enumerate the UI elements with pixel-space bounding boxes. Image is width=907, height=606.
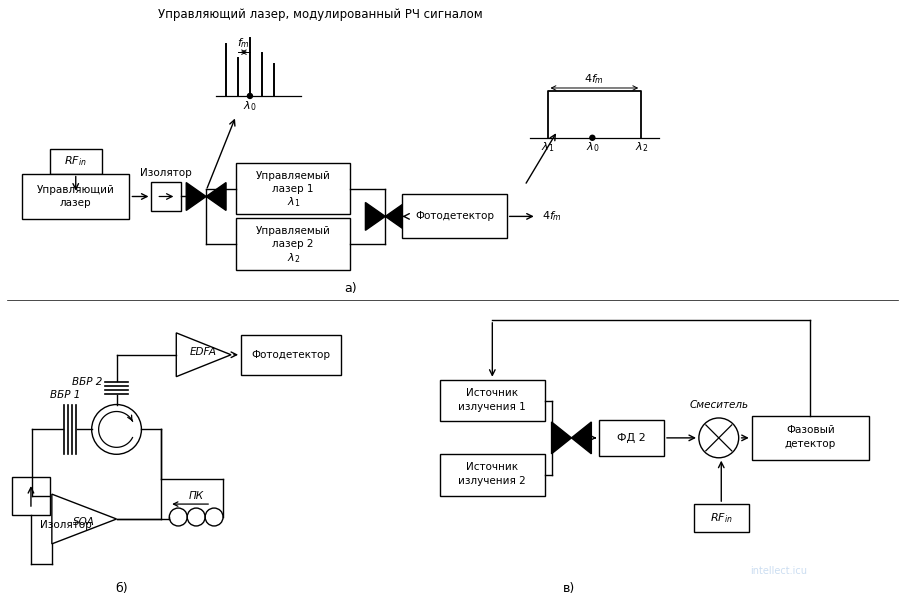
Text: $RF_{in}$: $RF_{in}$ — [64, 155, 87, 168]
Text: лазер 2: лазер 2 — [272, 239, 314, 249]
Text: лазер: лазер — [60, 198, 92, 208]
Text: в): в) — [563, 582, 576, 595]
Bar — [440, 379, 544, 421]
Bar — [22, 173, 130, 219]
Bar — [50, 148, 102, 173]
Text: а): а) — [344, 282, 356, 295]
Text: Управляемый: Управляемый — [256, 170, 331, 181]
Text: SOA: SOA — [73, 517, 95, 527]
Bar — [694, 504, 748, 532]
Text: детектор: детектор — [785, 439, 836, 449]
Text: $\lambda_2$: $\lambda_2$ — [635, 140, 648, 153]
Bar — [440, 454, 544, 496]
Circle shape — [248, 93, 252, 98]
Polygon shape — [176, 333, 231, 377]
Text: Изолятор: Изолятор — [40, 520, 92, 530]
Text: Фотодетектор: Фотодетектор — [251, 350, 330, 360]
Text: $\lambda_2$: $\lambda_2$ — [287, 251, 300, 265]
Text: $f_m$: $f_m$ — [238, 36, 250, 50]
Text: Управляющий: Управляющий — [37, 184, 114, 195]
Bar — [236, 218, 350, 270]
Polygon shape — [186, 182, 206, 210]
Text: $\lambda_0$: $\lambda_0$ — [243, 99, 257, 113]
Bar — [402, 195, 507, 238]
Text: Управляемый: Управляемый — [256, 226, 331, 236]
Bar — [236, 162, 350, 215]
Text: Смеситель: Смеситель — [689, 400, 748, 410]
Text: $\lambda_0$: $\lambda_0$ — [586, 140, 600, 153]
Bar — [241, 335, 340, 375]
Text: Фотодетектор: Фотодетектор — [415, 211, 494, 221]
Text: $4f_m$: $4f_m$ — [584, 72, 604, 86]
Text: $RF_{in}$: $RF_{in}$ — [710, 511, 733, 525]
Bar — [151, 182, 181, 211]
Text: intellect.icu: intellect.icu — [750, 566, 807, 576]
Polygon shape — [571, 422, 591, 454]
Text: EDFA: EDFA — [190, 347, 217, 357]
Text: ВБР 1: ВБР 1 — [50, 390, 80, 399]
Polygon shape — [551, 422, 571, 454]
Text: Изолятор: Изолятор — [141, 168, 192, 178]
Text: излучения 2: излучения 2 — [458, 476, 526, 486]
Polygon shape — [385, 202, 405, 230]
Circle shape — [590, 135, 595, 140]
Text: Управляющий лазер, модулированный РЧ сигналом: Управляющий лазер, модулированный РЧ сиг… — [158, 8, 483, 21]
Text: $4f_m$: $4f_m$ — [541, 210, 561, 223]
Text: излучения 1: излучения 1 — [458, 402, 526, 411]
Bar — [12, 477, 50, 515]
Bar — [752, 416, 869, 460]
Polygon shape — [206, 182, 226, 210]
Text: Источник: Источник — [466, 462, 519, 472]
Text: ФД 2: ФД 2 — [618, 433, 646, 443]
Polygon shape — [366, 202, 385, 230]
Text: Источник: Источник — [466, 388, 519, 398]
Text: $\lambda_1$: $\lambda_1$ — [541, 140, 554, 153]
Text: лазер 1: лазер 1 — [272, 184, 314, 193]
Text: ВБР 2: ВБР 2 — [72, 377, 102, 387]
Text: ПК: ПК — [189, 491, 204, 501]
Bar — [600, 420, 664, 456]
Polygon shape — [52, 494, 117, 544]
Text: $\lambda_1$: $\lambda_1$ — [287, 196, 300, 209]
Text: б): б) — [115, 582, 128, 595]
Text: Фазовый: Фазовый — [786, 425, 834, 435]
